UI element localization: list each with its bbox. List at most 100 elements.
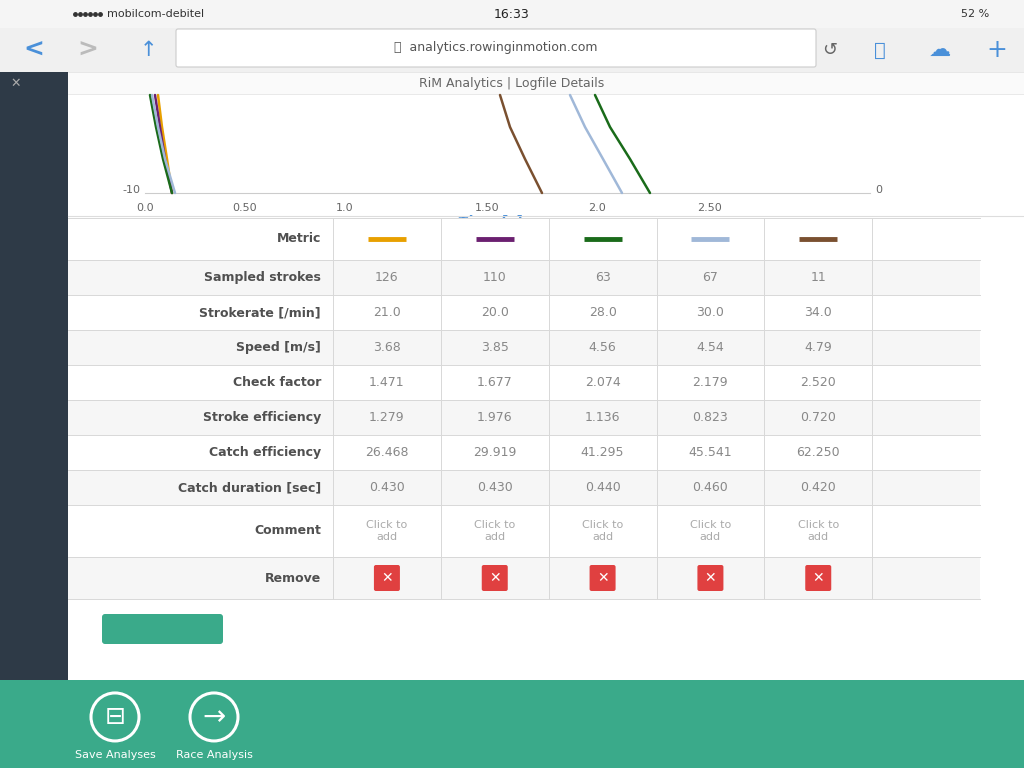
Text: Click to: Click to bbox=[582, 520, 624, 530]
Text: 3.85: 3.85 bbox=[481, 341, 509, 354]
Text: add: add bbox=[808, 532, 828, 542]
FancyBboxPatch shape bbox=[0, 0, 1024, 28]
Text: Race Analysis: Race Analysis bbox=[175, 750, 253, 760]
Text: 4.79: 4.79 bbox=[805, 341, 833, 354]
Text: 41.295: 41.295 bbox=[581, 446, 625, 459]
Text: Click to: Click to bbox=[798, 520, 839, 530]
Text: 126: 126 bbox=[375, 271, 398, 284]
FancyBboxPatch shape bbox=[68, 72, 1024, 94]
Text: 0.0: 0.0 bbox=[136, 203, 154, 213]
Text: 1.976: 1.976 bbox=[477, 411, 513, 424]
Text: 1.136: 1.136 bbox=[585, 411, 621, 424]
Text: 2.50: 2.50 bbox=[697, 203, 722, 213]
Text: Click to: Click to bbox=[474, 520, 515, 530]
FancyBboxPatch shape bbox=[68, 599, 1024, 768]
Text: Catch efficiency: Catch efficiency bbox=[209, 446, 321, 459]
FancyBboxPatch shape bbox=[68, 365, 980, 400]
Text: Catch duration [sec]: Catch duration [sec] bbox=[178, 481, 321, 494]
Text: 110: 110 bbox=[483, 271, 507, 284]
Text: -10: -10 bbox=[122, 185, 140, 195]
FancyBboxPatch shape bbox=[374, 565, 400, 591]
Text: ✕: ✕ bbox=[381, 571, 393, 585]
FancyBboxPatch shape bbox=[0, 680, 1024, 768]
Text: +: + bbox=[986, 38, 1008, 62]
Text: 1.279: 1.279 bbox=[369, 411, 404, 424]
Text: 67: 67 bbox=[702, 271, 719, 284]
Text: RiM Analytics | Logfile Details: RiM Analytics | Logfile Details bbox=[420, 77, 604, 90]
Text: ✕: ✕ bbox=[812, 571, 824, 585]
Text: 1.677: 1.677 bbox=[477, 376, 513, 389]
Text: Strokerate [/min]: Strokerate [/min] bbox=[200, 306, 321, 319]
FancyBboxPatch shape bbox=[68, 218, 980, 260]
FancyBboxPatch shape bbox=[0, 0, 68, 768]
Text: Check factor: Check factor bbox=[232, 376, 321, 389]
FancyBboxPatch shape bbox=[68, 435, 980, 470]
Text: 28.0: 28.0 bbox=[589, 306, 616, 319]
Text: ☁: ☁ bbox=[929, 40, 951, 60]
FancyBboxPatch shape bbox=[68, 218, 1024, 233]
Text: Stroke efficiency: Stroke efficiency bbox=[203, 411, 321, 424]
Text: 3.68: 3.68 bbox=[373, 341, 400, 354]
Text: 4.54: 4.54 bbox=[696, 341, 724, 354]
FancyBboxPatch shape bbox=[0, 28, 1024, 72]
Text: Speed [m/s]: Speed [m/s] bbox=[237, 341, 321, 354]
Text: 0.430: 0.430 bbox=[369, 481, 404, 494]
Text: mobilcom-debitel: mobilcom-debitel bbox=[106, 9, 204, 19]
FancyBboxPatch shape bbox=[68, 505, 980, 557]
Text: 0.420: 0.420 bbox=[801, 481, 837, 494]
FancyBboxPatch shape bbox=[68, 557, 980, 599]
Text: 2.074: 2.074 bbox=[585, 376, 621, 389]
Text: add: add bbox=[484, 532, 505, 542]
Text: ↑: ↑ bbox=[139, 40, 157, 60]
Text: 16:33: 16:33 bbox=[495, 8, 529, 21]
Text: <: < bbox=[24, 38, 44, 62]
Text: 1.0: 1.0 bbox=[336, 203, 354, 213]
Text: ✕: ✕ bbox=[488, 571, 501, 585]
Text: ✕: ✕ bbox=[597, 571, 608, 585]
FancyBboxPatch shape bbox=[68, 95, 1024, 193]
FancyBboxPatch shape bbox=[697, 565, 723, 591]
FancyBboxPatch shape bbox=[805, 565, 831, 591]
FancyBboxPatch shape bbox=[68, 400, 980, 435]
Text: 0.50: 0.50 bbox=[232, 203, 257, 213]
Text: add: add bbox=[699, 532, 721, 542]
Text: 1.471: 1.471 bbox=[369, 376, 404, 389]
Text: 4.56: 4.56 bbox=[589, 341, 616, 354]
Text: Sampled strokes: Sampled strokes bbox=[204, 271, 321, 284]
Text: 0.720: 0.720 bbox=[801, 411, 837, 424]
Text: ↺: ↺ bbox=[822, 41, 838, 59]
Text: 2.520: 2.520 bbox=[801, 376, 837, 389]
Text: 🔒  analytics.rowinginmotion.com: 🔒 analytics.rowinginmotion.com bbox=[394, 41, 598, 55]
Text: 63: 63 bbox=[595, 271, 610, 284]
Text: Click to: Click to bbox=[690, 520, 731, 530]
Text: Remove: Remove bbox=[265, 571, 321, 584]
Text: Save Analyses: Save Analyses bbox=[75, 750, 156, 760]
Text: 0.823: 0.823 bbox=[692, 411, 728, 424]
Text: ✕: ✕ bbox=[10, 77, 22, 90]
FancyBboxPatch shape bbox=[481, 565, 508, 591]
Text: 0.440: 0.440 bbox=[585, 481, 621, 494]
Text: Click to: Click to bbox=[367, 520, 408, 530]
Text: 0.460: 0.460 bbox=[692, 481, 728, 494]
Text: 0.430: 0.430 bbox=[477, 481, 513, 494]
Text: ✕: ✕ bbox=[705, 571, 716, 585]
Text: 45.541: 45.541 bbox=[688, 446, 732, 459]
Text: 62.250: 62.250 bbox=[797, 446, 840, 459]
Text: ⊟: ⊟ bbox=[104, 705, 126, 729]
Text: 0: 0 bbox=[874, 185, 882, 195]
Text: add: add bbox=[377, 532, 397, 542]
Text: 2.0: 2.0 bbox=[588, 203, 606, 213]
Text: 29.919: 29.919 bbox=[473, 446, 516, 459]
Text: 34.0: 34.0 bbox=[805, 306, 833, 319]
FancyBboxPatch shape bbox=[68, 330, 980, 365]
Text: Metric: Metric bbox=[276, 233, 321, 246]
Text: add: add bbox=[592, 532, 613, 542]
Text: 52 %: 52 % bbox=[961, 9, 989, 19]
Text: Time [s]: Time [s] bbox=[458, 215, 522, 229]
FancyBboxPatch shape bbox=[68, 295, 980, 330]
Text: 11: 11 bbox=[810, 271, 826, 284]
Text: 20.0: 20.0 bbox=[481, 306, 509, 319]
Text: 2.179: 2.179 bbox=[692, 376, 728, 389]
Text: 30.0: 30.0 bbox=[696, 306, 724, 319]
FancyBboxPatch shape bbox=[68, 470, 980, 505]
